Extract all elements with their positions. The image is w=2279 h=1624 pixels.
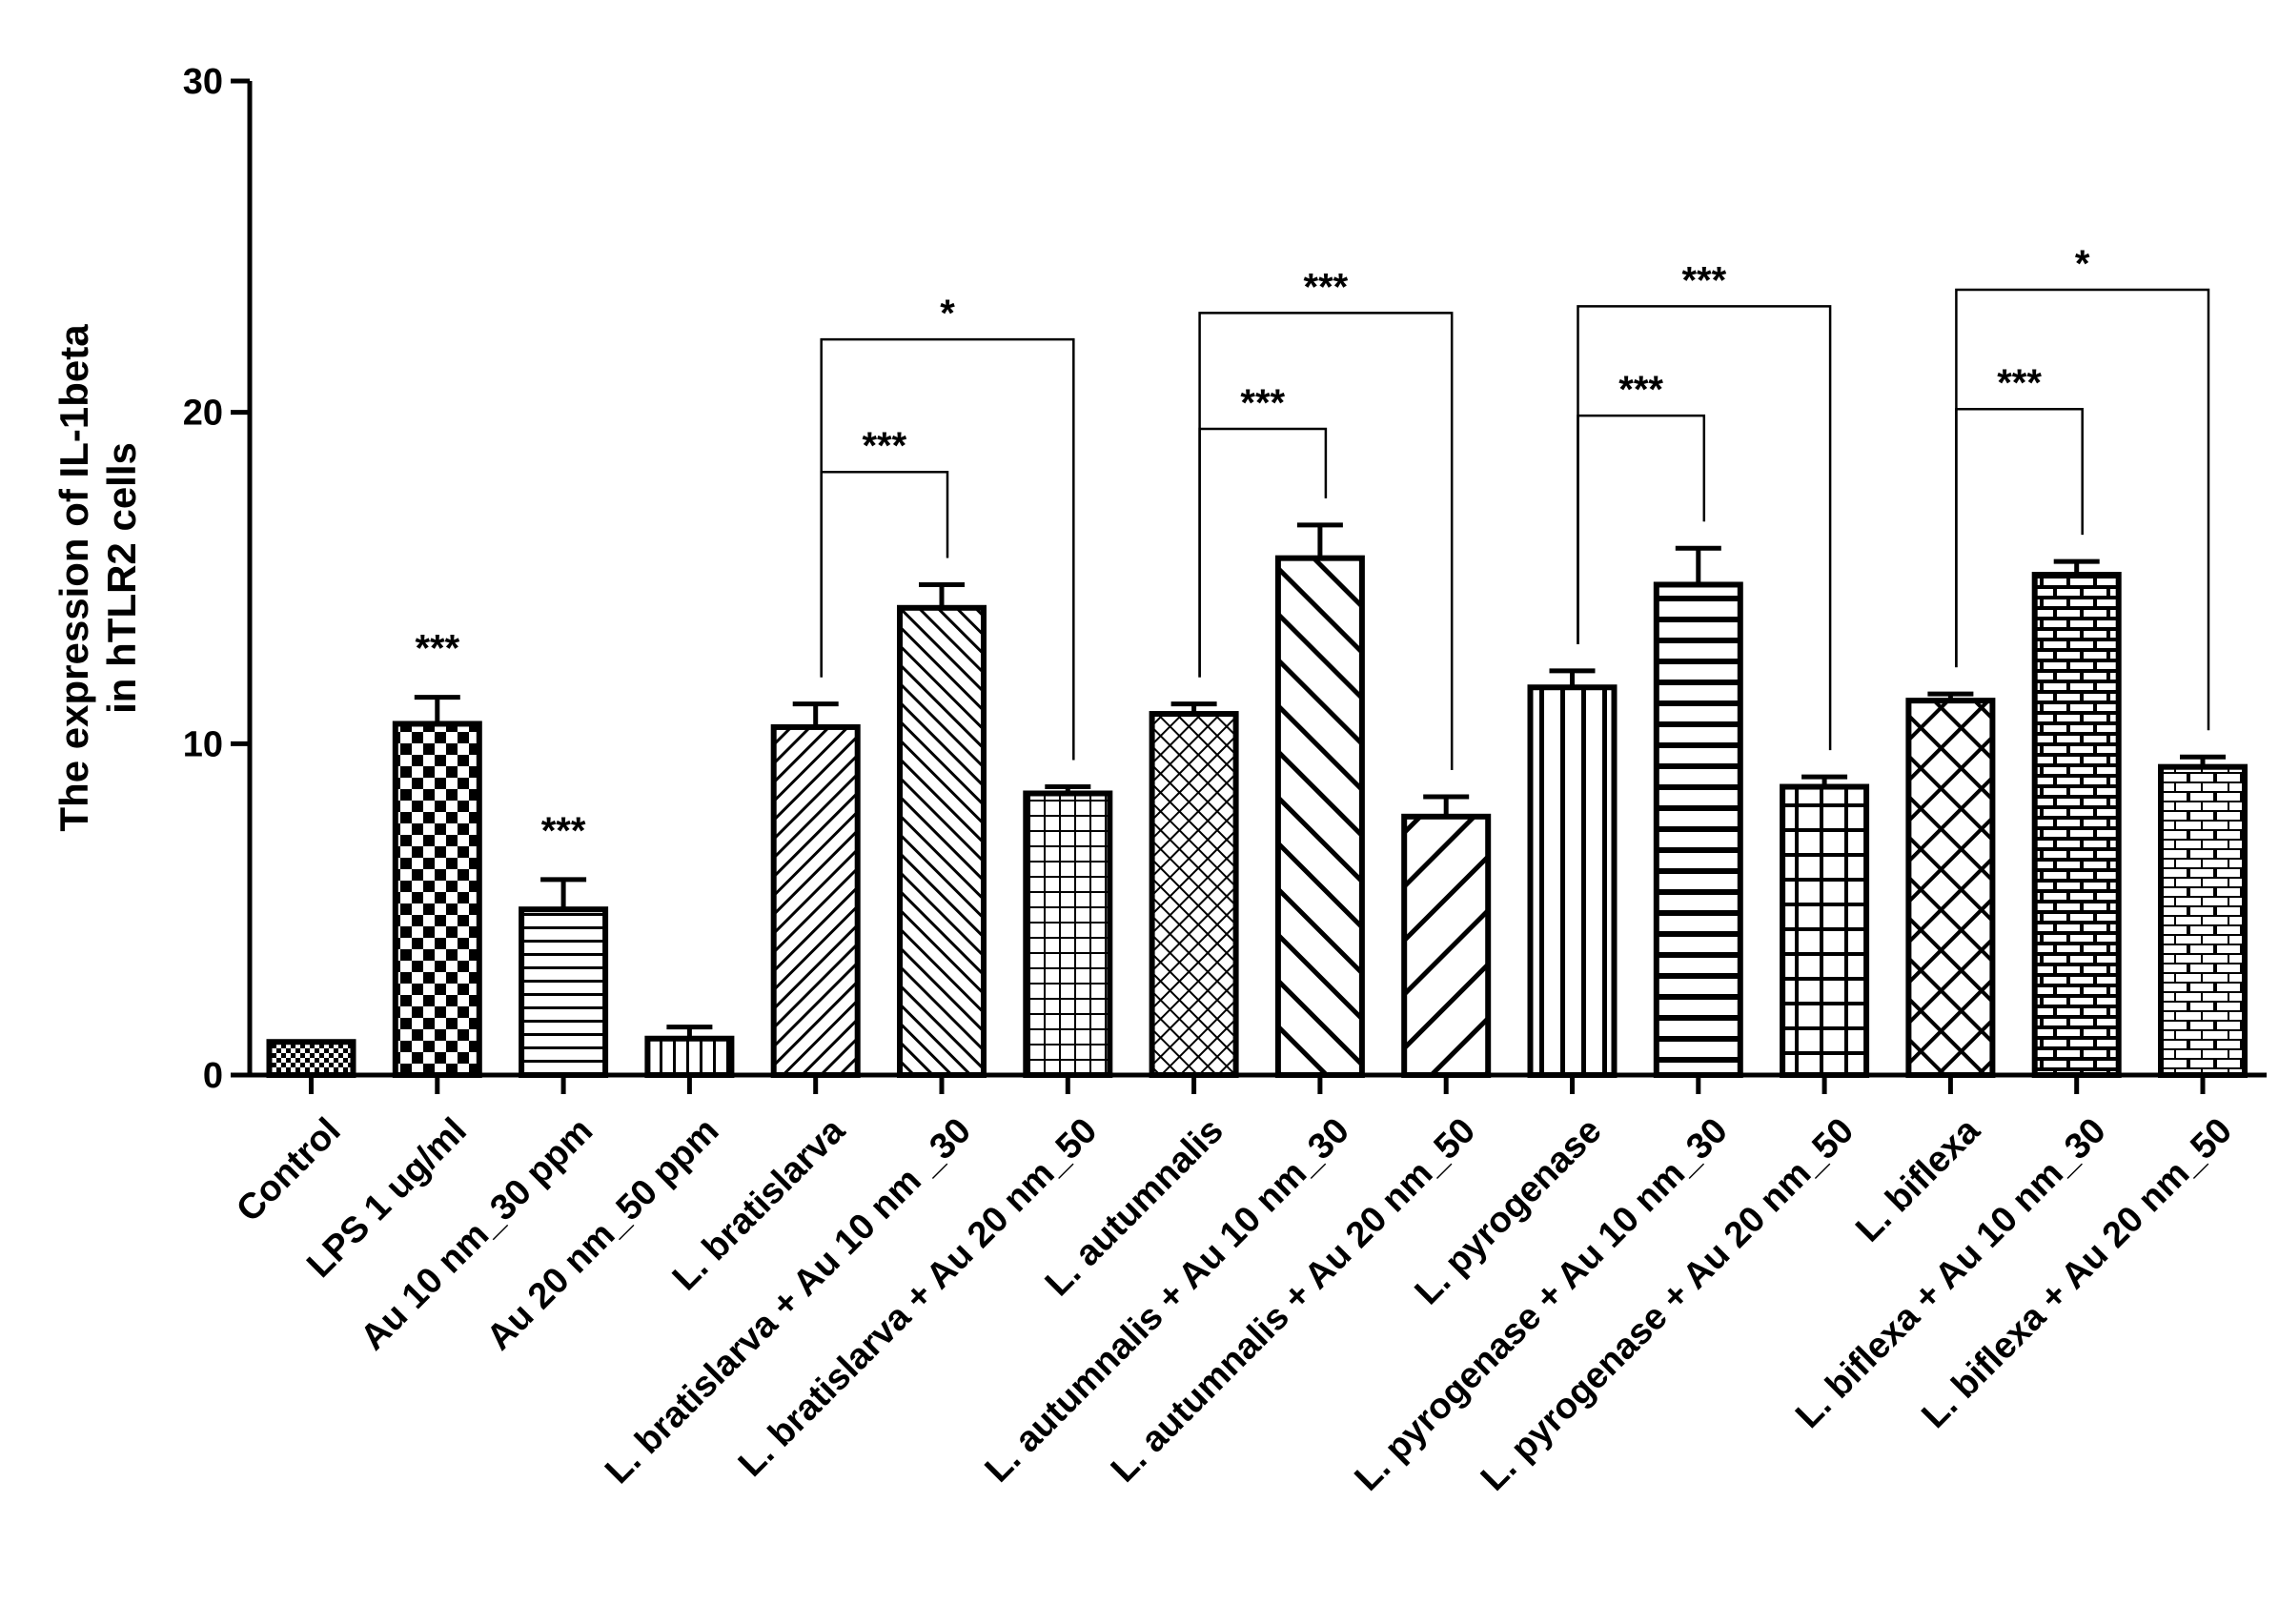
comparison-bracket <box>1955 407 2084 668</box>
comparison-bracket <box>1577 414 1706 644</box>
significance-stars: *** <box>415 628 459 670</box>
x-category-label: Au 10 nm_30 ppm <box>353 1110 600 1358</box>
bar <box>897 604 987 1078</box>
bar <box>1274 555 1365 1078</box>
bar <box>1149 711 1239 1078</box>
bar <box>1527 684 1618 1078</box>
comparison-stars: *** <box>1681 259 1726 301</box>
bar <box>266 1039 356 1078</box>
significance-annotations: ************************** <box>415 243 2210 852</box>
y-tick-label: 30 <box>183 62 223 102</box>
significance-stars: *** <box>541 810 586 852</box>
comparison-stars: *** <box>1240 382 1285 424</box>
bar <box>2158 763 2248 1078</box>
bars <box>266 555 2248 1079</box>
bar <box>644 1035 735 1079</box>
bar <box>1023 790 1113 1078</box>
comparison-bracket <box>820 470 949 678</box>
comparison-stars: * <box>2075 243 2090 285</box>
error-bars <box>414 522 2226 1039</box>
bar <box>1905 698 1996 1078</box>
bar <box>519 906 609 1079</box>
y-axis-label: The expression of IL-1beta in hTLR2 cells <box>51 324 144 832</box>
comparison-stars: *** <box>1997 362 2042 404</box>
y-axis-label-line: in hTLR2 cells <box>99 442 144 714</box>
x-category-label: Au 20 nm_50 ppm <box>479 1110 727 1358</box>
bar <box>392 721 482 1078</box>
bar <box>1653 581 1743 1078</box>
bar <box>1401 813 1492 1078</box>
comparison-bracket <box>1198 427 1328 678</box>
comparison-stars: *** <box>1304 266 1349 308</box>
comparison-stars: * <box>940 293 955 335</box>
y-axis-label-line: The expression of IL-1beta <box>51 324 96 832</box>
comparison-stars: *** <box>1618 369 1663 411</box>
x-category-label: Control <box>229 1110 348 1229</box>
y-tick-label: 20 <box>183 394 223 434</box>
bar <box>770 723 861 1078</box>
y-axis: 0 10 20 30 <box>183 62 253 1096</box>
bar <box>1780 783 1870 1079</box>
y-tick-label: 0 <box>203 1056 223 1096</box>
comparison-stars: *** <box>862 425 906 467</box>
bar <box>2031 572 2122 1078</box>
y-tick-label: 10 <box>183 724 223 764</box>
